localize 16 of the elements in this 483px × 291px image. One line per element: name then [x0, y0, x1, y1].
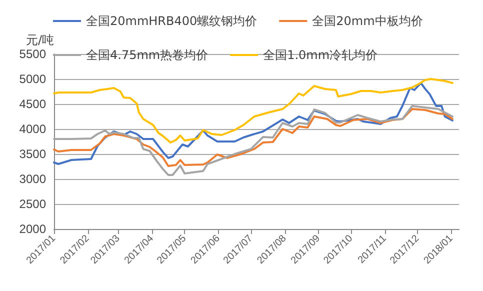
- y-tick-label: 2000: [19, 222, 46, 236]
- y-tick-label: 3500: [19, 147, 46, 161]
- y-tick-label: 5500: [19, 47, 46, 61]
- legend-label: 全国1.0mm冷轧均价: [263, 48, 378, 62]
- y-tick-label: 4000: [19, 122, 46, 136]
- y-tick-label: 4500: [19, 97, 46, 111]
- y-axis-title: 元/吨: [26, 33, 54, 47]
- legend-label: 全国20mm中板均价: [312, 14, 423, 28]
- y-tick-label: 3000: [19, 172, 46, 186]
- line-series: [53, 78, 454, 144]
- legend-label: 全国4.75mm热卷均价: [86, 48, 208, 62]
- y-tick-label: 5000: [19, 72, 46, 86]
- legend-label: 全国20mmHRB400螺纹钢均价: [86, 14, 258, 28]
- line-series: [53, 82, 454, 165]
- line-series: [53, 108, 454, 167]
- y-tick-label: 2500: [19, 197, 46, 211]
